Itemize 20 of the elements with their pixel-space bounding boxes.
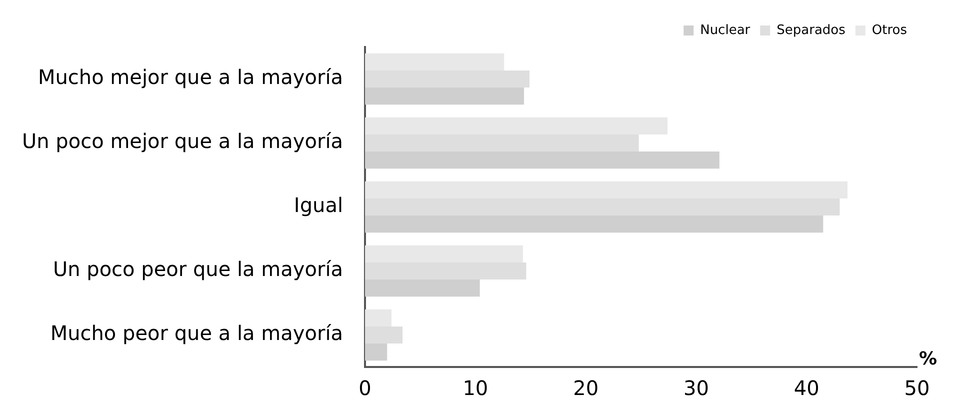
legend-label: Otros [872, 22, 908, 38]
y-tick-label: Un poco peor que la mayoría [52, 257, 344, 282]
x-tick-label: 20 [573, 376, 599, 400]
legend-label: Separados [776, 22, 846, 38]
x-axis-title: % [919, 348, 938, 370]
y-tick-label: Un poco mejor que a la mayoría [22, 129, 344, 154]
y-tick-label: Igual [294, 193, 344, 218]
x-tick-label: 50 [904, 376, 930, 400]
y-tick-label: Mucho peor que a la mayoría [50, 321, 344, 346]
legend-label: Nuclear [700, 22, 751, 38]
bar [365, 344, 388, 361]
x-tick-label: 30 [683, 376, 709, 400]
bar [365, 216, 824, 233]
bar [365, 280, 480, 297]
bar [365, 88, 524, 105]
y-tick-label: Mucho mejor que a la mayoría [38, 65, 344, 90]
x-tick-label: 0 [358, 376, 372, 400]
x-tick-label: 40 [794, 376, 820, 400]
x-tick-label: 10 [462, 376, 488, 400]
bar [365, 152, 720, 169]
